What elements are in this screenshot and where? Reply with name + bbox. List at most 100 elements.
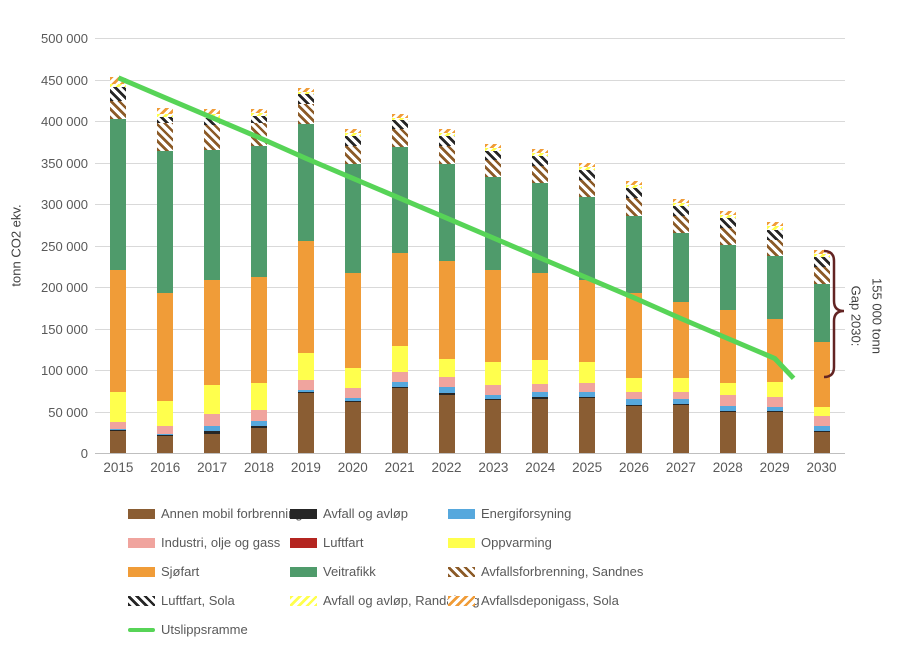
bar-segment bbox=[579, 397, 596, 399]
bar-segment bbox=[438, 261, 455, 360]
bar-segment bbox=[579, 169, 596, 180]
bar-segment bbox=[157, 435, 174, 453]
legend-item: Avfallsdeponigass, Sola bbox=[448, 593, 708, 608]
bar-segment bbox=[438, 129, 455, 134]
legend-swatch-solid bbox=[128, 537, 155, 548]
bar-segment bbox=[766, 222, 783, 227]
bar-segment bbox=[766, 410, 783, 412]
y-tick-label: 300 000 bbox=[41, 197, 88, 212]
bar-segment bbox=[719, 411, 736, 453]
x-tick-label: 2018 bbox=[244, 460, 275, 475]
bar-segment bbox=[766, 382, 783, 397]
bar-segment bbox=[719, 228, 736, 245]
legend-swatch-solid bbox=[290, 566, 317, 577]
bar-segment bbox=[344, 133, 361, 136]
bar-segment bbox=[532, 183, 549, 273]
bar-segment bbox=[251, 122, 268, 146]
bar-segment bbox=[719, 394, 736, 406]
legend-item: Avfall og avløp, Randaberg bbox=[290, 593, 480, 608]
bar-segment bbox=[626, 292, 643, 379]
bar-segment bbox=[204, 413, 221, 427]
gap-annotation-line2: 155 000 tonn bbox=[869, 278, 885, 354]
y-tick-label: 350 000 bbox=[41, 155, 88, 171]
bar-segment bbox=[813, 253, 830, 258]
x-tick-label: 2021 bbox=[384, 460, 415, 475]
bar-segment bbox=[485, 399, 502, 400]
bar-segment bbox=[485, 399, 502, 453]
legend-swatch-solid bbox=[290, 537, 317, 548]
bar-segment bbox=[579, 166, 596, 170]
gridline bbox=[95, 38, 845, 39]
x-tick-label: 2024 bbox=[525, 460, 556, 475]
legend-item: Luftfart, Sola bbox=[128, 593, 290, 608]
bar-segment bbox=[110, 429, 127, 432]
y-tick-label: 450 000 bbox=[41, 72, 88, 88]
legend-swatch-solid bbox=[290, 508, 317, 519]
bar-segment bbox=[485, 176, 502, 271]
bar-segment bbox=[626, 198, 643, 216]
bar-segment bbox=[204, 117, 221, 126]
bar-segment bbox=[719, 214, 736, 219]
bar-segment bbox=[532, 149, 549, 154]
bar-segment bbox=[813, 407, 830, 417]
bar-segment bbox=[485, 270, 502, 362]
x-tick-label: 2027 bbox=[665, 460, 696, 475]
bar-segment bbox=[391, 120, 408, 130]
bar-segment bbox=[297, 87, 314, 92]
bar-segment bbox=[672, 206, 689, 217]
bar-segment bbox=[297, 124, 314, 242]
bar-segment bbox=[157, 292, 174, 401]
bar-segment bbox=[626, 378, 643, 392]
bar-segment bbox=[297, 104, 314, 125]
plot-area bbox=[95, 38, 845, 454]
legend-label: Luftfart bbox=[323, 535, 364, 550]
bar-segment bbox=[110, 391, 127, 423]
bar-segment bbox=[157, 123, 174, 151]
bar-segment bbox=[204, 426, 221, 432]
legend-swatch-line bbox=[128, 627, 155, 632]
bar-segment bbox=[204, 125, 221, 151]
bar-segment bbox=[672, 399, 689, 405]
bar-segment bbox=[204, 279, 221, 385]
bar-segment bbox=[719, 244, 736, 311]
bar-segment bbox=[485, 384, 502, 395]
bar-segment bbox=[813, 267, 830, 284]
bar-segment bbox=[438, 376, 455, 388]
gap-annotation-line1: Gap 2030: bbox=[848, 285, 864, 347]
bar-segment bbox=[438, 394, 455, 453]
bar-segment bbox=[438, 133, 455, 136]
x-axis-line bbox=[95, 453, 845, 454]
x-tick-label: 2022 bbox=[431, 460, 462, 475]
bar-segment bbox=[813, 341, 830, 408]
bar-segment bbox=[157, 107, 174, 114]
bar-segment bbox=[672, 404, 689, 405]
bar-segment bbox=[391, 252, 408, 346]
bar-segment bbox=[251, 116, 268, 123]
bar-segment bbox=[579, 197, 596, 281]
bar-segment bbox=[204, 114, 221, 118]
bar-segment bbox=[110, 86, 127, 102]
bar-segment bbox=[813, 430, 830, 432]
bar-segment bbox=[579, 383, 596, 392]
bar-segment bbox=[251, 277, 268, 384]
bar-segment bbox=[110, 428, 127, 430]
x-tick-label: 2016 bbox=[150, 460, 181, 475]
bar-segment bbox=[297, 379, 314, 390]
bar-segment bbox=[251, 145, 268, 278]
bar-segment bbox=[532, 392, 549, 398]
bar-segment bbox=[344, 129, 361, 134]
bar-segment bbox=[251, 428, 268, 453]
y-axis-title: tonn CO2 ekv. bbox=[8, 204, 24, 287]
bar-segment bbox=[719, 210, 736, 215]
bar-segment bbox=[579, 280, 596, 362]
legend-item: Industri, olje og gass bbox=[128, 535, 290, 550]
bar-segment bbox=[672, 199, 689, 204]
legend-label: Industri, olje og gass bbox=[161, 535, 281, 550]
bar-segment bbox=[626, 180, 643, 185]
bar-segment bbox=[485, 144, 502, 149]
bar-segment bbox=[391, 113, 408, 118]
bar-segment bbox=[766, 226, 783, 230]
bar-segment bbox=[626, 391, 643, 400]
bar-segment bbox=[813, 283, 830, 342]
